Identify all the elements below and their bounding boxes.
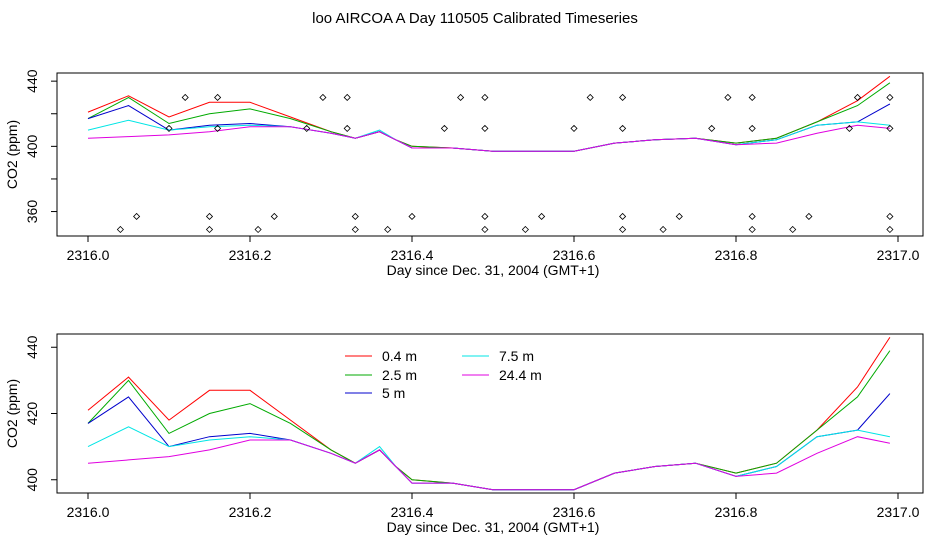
y-tick-label-1-0: 360 [24,200,40,224]
data-marker-43 [853,93,862,102]
x-tick-label-1-3: 2316.6 [553,247,596,263]
data-marker-27 [586,93,594,102]
data-marker-28 [619,93,627,102]
x-axis-label-2: Day since Dec. 31, 2004 (GMT+1) [387,519,600,535]
data-marker-11 [319,93,327,102]
data-marker-3 [181,93,189,102]
y-tick-label-1-2: 400 [24,134,40,158]
data-marker-17 [408,212,416,221]
plot-frame-2 [56,333,924,494]
data-marker-42 [845,124,853,132]
data-marker-45 [886,124,894,132]
x-tick-label-1-0: 2316.0 [67,247,110,263]
y-tick-label-2-1: 420 [24,402,40,426]
data-marker-14 [351,212,359,221]
data-marker-25 [538,212,546,221]
data-marker-8 [254,225,262,234]
y-axis-label-1: CO2 (ppm) [4,120,20,189]
data-marker-41 [805,212,813,221]
data-marker-2 [165,124,173,132]
data-marker-4 [214,124,222,132]
y-tick-label-1-4: 440 [24,69,40,93]
data-marker-1 [133,212,141,221]
data-marker-35 [724,93,732,102]
chart-title: loo AIRCOA A Day 110505 Calibrated Times… [312,10,638,27]
y-tick-label-2-2: 440 [24,335,40,359]
data-marker-13 [343,124,351,132]
x-tick-label-2-2: 2316.4 [391,504,434,520]
series-line-1-5m [87,103,891,152]
legend-label-2: 5 m [382,385,405,401]
legend-label-3: 7.5 m [499,348,534,364]
legend-label-1: 2.5 m [382,367,417,383]
x-tick-label-2-3: 2316.6 [553,504,596,520]
x-tick-label-2-0: 2316.0 [67,504,110,520]
data-marker-31 [619,225,627,234]
series-line-2-04m [87,337,891,491]
data-marker-34 [708,124,716,132]
data-marker-44 [886,93,894,102]
data-marker-20 [481,93,489,102]
y-axis-label-2: CO2 (ppm) [4,379,20,448]
data-marker-9 [270,212,278,221]
data-marker-37 [748,124,756,132]
series-line-2-5m [87,393,891,491]
data-marker-47 [886,225,894,234]
data-marker-0 [116,225,124,234]
data-marker-24 [521,225,529,234]
data-marker-26 [570,124,578,132]
data-marker-36 [748,93,756,102]
data-marker-12 [343,93,351,102]
x-tick-label-1-5: 2317.0 [877,247,920,263]
x-tick-label-1-4: 2316.8 [715,247,758,263]
series-line-1-244m [87,124,890,152]
data-marker-7 [205,225,214,234]
x-tick-label-2-4: 2316.8 [715,504,758,520]
data-marker-6 [205,212,214,221]
data-marker-29 [619,124,627,132]
series-line-2-75m [87,426,890,491]
series-line-2-25m [87,350,891,491]
data-marker-21 [481,124,489,132]
plot-frame-1 [56,72,924,237]
data-marker-18 [440,124,448,132]
legend-label-4: 24.4 m [499,367,542,383]
series-line-2-244m [87,436,890,491]
y-tick-label-2-0: 400 [24,468,40,492]
data-marker-32 [659,225,667,234]
x-tick-label-2-5: 2317.0 [877,504,920,520]
x-tick-label-2-1: 2316.2 [229,504,272,520]
data-marker-23 [481,225,489,234]
data-marker-33 [675,212,683,221]
data-marker-40 [789,225,797,234]
data-marker-15 [351,225,359,234]
data-marker-38 [748,212,756,221]
data-marker-22 [481,212,489,221]
data-marker-16 [384,225,392,234]
data-marker-19 [457,93,465,102]
data-marker-39 [748,225,756,234]
x-tick-label-1-1: 2316.2 [229,247,272,263]
data-marker-30 [619,212,627,221]
data-marker-5 [214,93,222,102]
data-marker-10 [303,124,311,132]
data-marker-46 [886,212,894,221]
legend-label-0: 0.4 m [382,348,417,364]
x-tick-label-1-2: 2316.4 [391,247,434,263]
x-axis-label-1: Day since Dec. 31, 2004 (GMT+1) [387,262,600,278]
